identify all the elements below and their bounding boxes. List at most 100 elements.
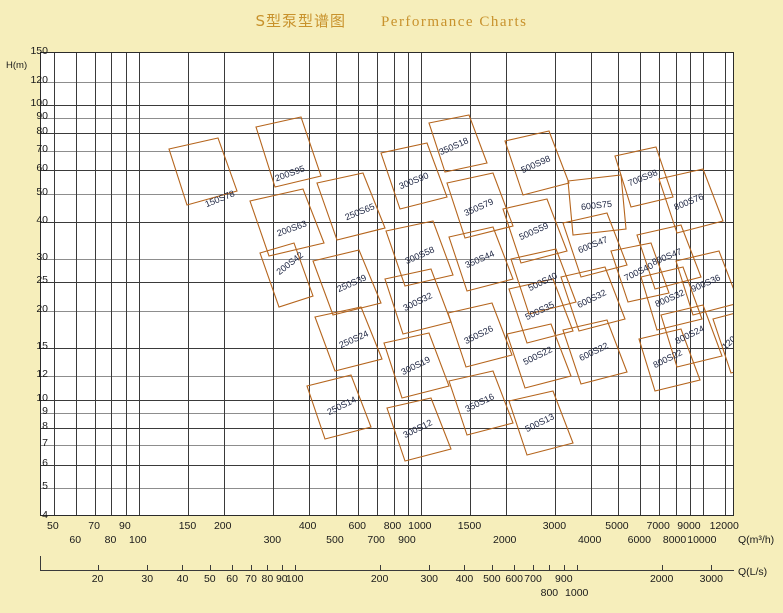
pump-region-500S35[interactable] <box>508 278 574 344</box>
pump-region-800S32[interactable] <box>640 266 703 331</box>
grid-line-vertical <box>111 53 113 515</box>
pump-region-700S98[interactable] <box>614 146 674 208</box>
secondary-axis-tick <box>514 565 516 571</box>
x-axis-tick-label: 70 <box>88 520 100 532</box>
grid-line-vertical <box>95 53 97 515</box>
y-axis-tick-label: 40 <box>36 214 48 227</box>
y-axis-tick-label: 70 <box>36 142 48 155</box>
grid-line-horizontal <box>41 282 733 284</box>
secondary-axis-tick <box>209 565 211 571</box>
grid-line-horizontal <box>41 81 733 83</box>
x-axis-tick-label: 400 <box>298 520 317 532</box>
x-axis-tick-label: 2000 <box>493 534 517 546</box>
secondary-axis-tick <box>147 565 149 571</box>
pump-region-700S40[interactable] <box>610 242 670 303</box>
x-axis-tick-label: 9000 <box>677 520 701 532</box>
grid-line-vertical <box>725 53 727 515</box>
pump-region-250S65[interactable] <box>316 172 386 241</box>
pump-region-200S63[interactable] <box>249 188 325 257</box>
pump-region-600S75[interactable] <box>567 174 627 236</box>
pump-region-350S79[interactable] <box>446 172 514 239</box>
y-axis-unit-label: H(m) <box>6 60 28 71</box>
pump-region-800S47[interactable] <box>636 224 702 290</box>
x-axis-tick-label: 3000 <box>542 520 567 532</box>
pump-region-200S95[interactable] <box>255 116 322 188</box>
secondary-axis-tick <box>379 565 381 571</box>
grid-line-vertical <box>640 53 642 515</box>
pump-region-350S18[interactable] <box>428 114 488 173</box>
pump-region-300S58[interactable] <box>385 220 454 287</box>
pump-region-500S13[interactable] <box>508 390 574 456</box>
pump-region-500S98[interactable] <box>504 130 570 196</box>
x-axis-tick-label: 8000 <box>662 534 687 546</box>
secondary-axis-tick <box>464 565 466 571</box>
y-axis-tick-label: 6 <box>42 457 48 470</box>
y-axis-tick-label: 100 <box>30 96 48 109</box>
grid-line-vertical <box>138 53 140 515</box>
secondary-axis-tick <box>549 565 551 571</box>
x-axis-tick-label: 900 <box>398 534 416 546</box>
grid-line-horizontal <box>41 310 733 312</box>
grid-line-horizontal <box>41 133 733 135</box>
grid-line-horizontal <box>41 376 733 378</box>
pump-region-800S22[interactable] <box>638 328 701 392</box>
secondary-axis-tick <box>563 565 565 571</box>
pump-region-300S90[interactable] <box>380 142 448 210</box>
secondary-axis-tick <box>491 565 493 571</box>
pump-region-600S22[interactable] <box>562 319 628 385</box>
grid-line-vertical <box>617 53 619 515</box>
pump-region-800S24[interactable] <box>660 304 723 368</box>
x-axis-tick-label: 90 <box>119 520 131 532</box>
pump-region-800S76[interactable] <box>658 168 724 234</box>
grid-line-vertical <box>470 53 472 515</box>
x-axis-tick-label: 50 <box>47 520 59 532</box>
chart-title-chinese: S型泵型谱图 <box>255 12 347 30</box>
secondary-axis-tick-label: 500 <box>483 573 501 585</box>
grid-line-vertical <box>407 53 409 515</box>
pump-region-250S39[interactable] <box>312 249 382 316</box>
pump-region-250S24[interactable] <box>314 306 383 372</box>
pump-region-900S36[interactable] <box>675 250 734 316</box>
pump-region-350S44[interactable] <box>448 226 514 292</box>
grid-line-vertical <box>273 53 275 515</box>
secondary-axis-tick-label: 90 <box>275 573 288 585</box>
grid-line-horizontal <box>41 445 733 447</box>
grid-line-horizontal <box>41 104 733 106</box>
grid-line-vertical <box>505 53 507 515</box>
pump-region-250S14[interactable] <box>306 374 372 440</box>
pump-region-300S19[interactable] <box>383 332 450 399</box>
pump-region-1200S22[interactable] <box>712 309 734 374</box>
pump-region-150S78[interactable] <box>168 137 238 206</box>
secondary-axis-tick-label: 100 <box>285 573 304 585</box>
secondary-axis-tick-label: 700 <box>524 573 542 585</box>
pump-region-500S22[interactable] <box>506 323 572 389</box>
secondary-axis-tick <box>182 565 184 571</box>
pump-region-600S32[interactable] <box>560 266 626 332</box>
secondary-axis-tick <box>533 565 535 571</box>
y-axis-tick-label: 150 <box>30 45 48 57</box>
secondary-axis-tick <box>251 565 252 571</box>
grid-line-vertical <box>53 53 55 515</box>
secondary-axis-tick <box>294 565 296 571</box>
y-axis-tick-label: 20 <box>36 302 48 315</box>
x-axis-tick-label: 5000 <box>605 520 629 532</box>
pump-region-600S47[interactable] <box>562 212 628 278</box>
pump-region-200S42[interactable] <box>259 242 314 308</box>
secondary-axis-tick <box>711 565 713 571</box>
pump-region-300S32[interactable] <box>384 268 452 335</box>
pump-region-350S16[interactable] <box>448 370 514 436</box>
pump-region-300S12[interactable] <box>386 397 452 462</box>
x-axis-tick-label: 700 <box>367 534 385 546</box>
pump-region-outlines <box>168 114 734 462</box>
secondary-axis-tick-label: 20 <box>91 573 104 585</box>
secondary-axis-tick-label: 40 <box>176 573 189 585</box>
grid-line-vertical <box>188 53 190 515</box>
pump-region-500S59[interactable] <box>502 198 568 264</box>
y-axis-tick-label: 5 <box>42 480 48 493</box>
x-axis-tick-label: 100 <box>129 534 147 546</box>
secondary-axis-unit-label: Q(L/s) <box>738 566 768 578</box>
pump-region-500S40[interactable] <box>510 248 577 315</box>
grid-line-vertical <box>659 53 661 515</box>
secondary-axis-tick-label: 50 <box>203 573 216 585</box>
pump-region-350S26[interactable] <box>447 302 513 368</box>
